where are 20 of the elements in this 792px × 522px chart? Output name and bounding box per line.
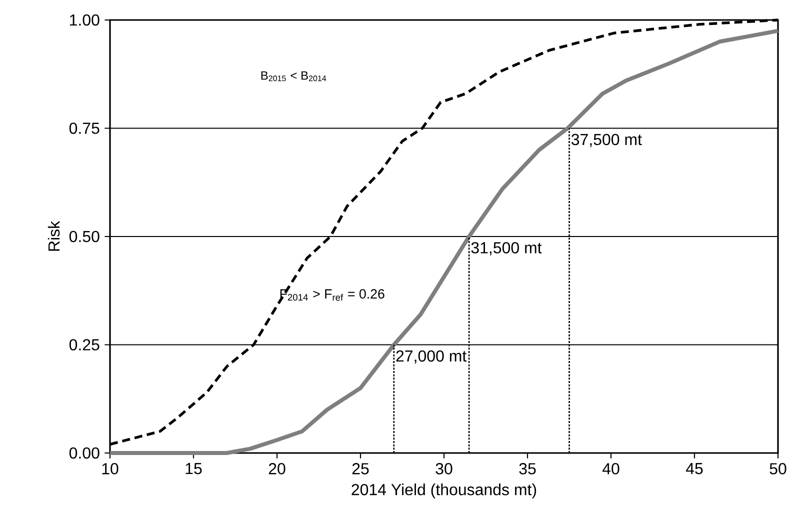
y-tick-label: 0.25 [69, 339, 100, 350]
y-tick-label: 1.00 [70, 14, 100, 26]
y-axis-title: Risk [48, 220, 60, 251]
y-tick-label: 0.50 [69, 230, 100, 242]
x-axis-title: 2014 Yield (thousands mt) [352, 484, 536, 498]
y-tick-label: 0.75 [69, 122, 100, 134]
x-tick-label: 45 [686, 463, 703, 474]
x-tick-label: 15 [186, 463, 202, 474]
x-tick-label: 35 [519, 463, 536, 474]
y-tick-label: 0.00 [69, 447, 100, 459]
x-tick-label: 30 [436, 463, 452, 474]
annotation: 31,500 mt [471, 242, 542, 256]
x-tick-label: 20 [268, 463, 286, 474]
annotation: B$_{2015}$ < B$_{2014}$ [261, 71, 326, 82]
annotation: 37,500 mt [571, 134, 642, 148]
annotation: 27,000 mt [396, 350, 467, 364]
x-tick-label: 25 [352, 463, 369, 474]
x-tick-label: 40 [602, 463, 620, 474]
x-tick-label: 50 [770, 463, 786, 474]
x-tick-label: 10 [102, 463, 118, 474]
